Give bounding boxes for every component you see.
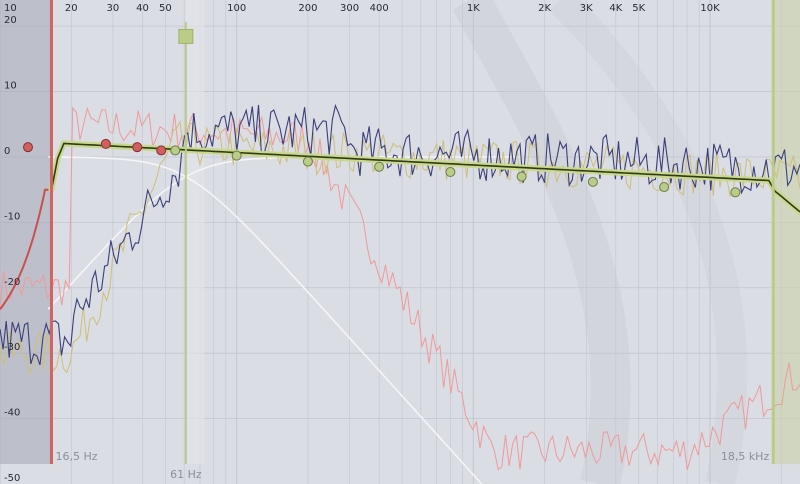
y-tick-label: 0 — [4, 146, 10, 157]
y-tick-label: -20 — [4, 277, 20, 288]
yellow-response-curve — [0, 120, 800, 375]
crossover-shade — [185, 0, 204, 464]
green-eq-handle[interactable] — [231, 150, 242, 161]
x-tick-label: 100 — [227, 3, 246, 14]
x-tick-label: 40 — [136, 3, 149, 14]
y-tick-label: -30 — [4, 342, 20, 353]
y-tick-label: -10 — [4, 211, 20, 222]
red-eq-handle[interactable] — [100, 138, 111, 149]
x-tick-label: 5K — [632, 3, 645, 14]
excluded-low-region — [0, 0, 52, 464]
y-axis-labels: 20 10 0 -10 -20 -30 -40 -50 — [4, 15, 20, 484]
x-tick-label: 10K — [700, 3, 720, 14]
red-lowshelf-curve — [0, 188, 52, 310]
low-cutoff-label: 16,5 Hz — [55, 450, 97, 463]
lowpass-curve — [48, 156, 483, 484]
watermark-arc — [452, 0, 631, 484]
green-eq-handle[interactable] — [445, 167, 456, 178]
x-tick-label: 400 — [370, 3, 389, 14]
y-tick-label: 10 — [4, 81, 17, 92]
x-tick-label: 4K — [609, 3, 622, 14]
red-eq-handle[interactable] — [132, 142, 143, 153]
x-tick-label: 10 — [4, 3, 17, 14]
y-tick-label: -40 — [4, 408, 20, 419]
pink-response-curve — [0, 106, 800, 471]
green-eq-handle[interactable] — [659, 182, 670, 193]
x-tick-label: 20 — [65, 3, 78, 14]
x-tick-label: 300 — [340, 3, 359, 14]
red-eq-handle[interactable] — [23, 142, 33, 153]
x-tick-label: 3K — [580, 3, 593, 14]
x-tick-label: 1K — [467, 3, 480, 14]
crossover-handle[interactable] — [178, 28, 194, 44]
green-eq-handle[interactable] — [516, 171, 527, 182]
red-eq-handle[interactable] — [156, 145, 167, 156]
watermark-arc — [549, 0, 748, 484]
y-tick-label: 20 — [4, 15, 17, 26]
x-tick-label: 2K — [538, 3, 551, 14]
x-tick-label: 30 — [107, 3, 120, 14]
x-axis-labels: 10 20 30 40 50 100 200 300 400 1K 2K 3K 4K 5K 10K — [4, 3, 720, 14]
x-tick-label: 50 — [159, 3, 172, 14]
green-eq-handle[interactable] — [170, 145, 181, 156]
excluded-high-region — [773, 0, 800, 464]
green-eq-handle[interactable] — [302, 156, 313, 167]
green-eq-handle[interactable] — [730, 187, 741, 198]
blue-response-curve — [0, 103, 800, 366]
x-tick-label: 200 — [298, 3, 317, 14]
green-eq-handle[interactable] — [587, 176, 598, 187]
high-cutoff-label: 18,5 kHz — [721, 450, 770, 463]
green-eq-handle[interactable] — [374, 161, 385, 172]
crossover-label: 61 Hz — [170, 468, 202, 481]
eq-handles[interactable] — [23, 138, 741, 198]
y-tick-label: -50 — [4, 473, 20, 484]
